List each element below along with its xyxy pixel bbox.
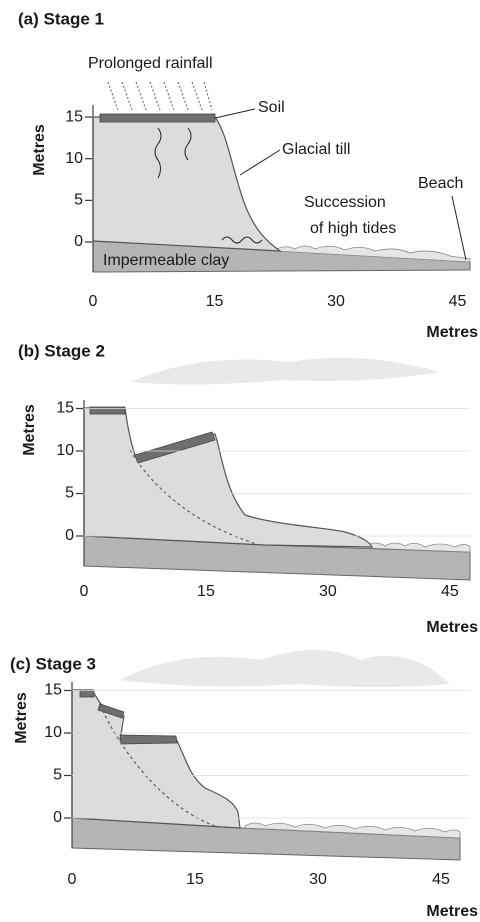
x-tick-label: 30	[327, 293, 345, 310]
soil	[99, 113, 216, 123]
y-tick-label: 15	[44, 682, 62, 699]
label: Impermeable clay	[103, 252, 229, 269]
x-tick-label: 45	[449, 293, 467, 310]
y-axis-label: Metres	[31, 124, 48, 176]
soil-leader	[214, 108, 256, 119]
panel-c-drawing	[71, 650, 461, 861]
y-tick-label: 10	[44, 724, 62, 741]
cloud	[130, 357, 440, 385]
y-tick-label: 0	[65, 527, 74, 544]
label: Glacial till	[282, 141, 350, 158]
rainfall	[107, 81, 213, 111]
label: of high tides	[310, 220, 396, 237]
beach	[244, 822, 461, 839]
x-tick-label: 45	[441, 583, 459, 600]
y-tick-label: 5	[53, 767, 62, 784]
y-tick-label: 5	[74, 192, 83, 209]
cloud	[120, 650, 450, 687]
x-tick-label: 15	[197, 583, 215, 600]
infiltration-arrow	[154, 127, 162, 179]
glacial-till	[71, 689, 241, 829]
x-tick-label: 30	[309, 871, 327, 888]
beach	[274, 245, 471, 263]
x-tick-label: 0	[80, 583, 89, 600]
y-axis-label: Metres	[21, 404, 38, 456]
y-tick-label: 5	[65, 485, 74, 502]
slip-plane	[129, 449, 261, 546]
y-tick-label: 15	[65, 108, 83, 125]
beach-leader	[451, 195, 467, 261]
label: Soil	[258, 99, 285, 116]
panel-title: (c) Stage 3	[10, 654, 96, 673]
infiltration-arrow	[184, 127, 192, 161]
slumped-soil	[97, 703, 125, 719]
x-tick-label: 15	[206, 293, 224, 310]
y-tick-label: 10	[56, 442, 74, 459]
panel-title: (b) Stage 2	[18, 341, 105, 360]
y-tick-label: 15	[56, 400, 74, 417]
x-axis-label: Metres	[426, 903, 478, 920]
y-tick-label: 10	[65, 150, 83, 167]
x-tick-label: 45	[432, 871, 450, 888]
till-leader	[239, 149, 281, 176]
x-tick-label: 0	[89, 293, 98, 310]
label: Succession	[304, 194, 386, 211]
soil	[89, 406, 126, 415]
wave-arrow	[221, 236, 263, 244]
x-axis-label: Metres	[426, 619, 478, 636]
panel-a-drawing: Prolonged rainfall Soil Glacial till Suc…	[88, 55, 471, 273]
glacial-till	[83, 407, 373, 548]
y-tick-label: 0	[74, 233, 83, 250]
x-tick-label: 15	[186, 871, 204, 888]
y-tick-label: 0	[53, 809, 62, 826]
x-axis-label: Metres	[426, 324, 478, 341]
soil	[79, 689, 95, 698]
panel-b-drawing	[83, 357, 471, 581]
beach	[364, 542, 471, 553]
x-tick-label: 0	[68, 871, 77, 888]
label: Prolonged rainfall	[88, 55, 213, 72]
slip-plane	[99, 704, 216, 827]
y-axis-label: Metres	[13, 692, 30, 744]
x-tick-label: 30	[319, 583, 337, 600]
clay-layer	[71, 817, 461, 861]
panel-title: (a) Stage 1	[18, 9, 104, 28]
label: Beach	[418, 175, 463, 192]
glacial-till	[92, 116, 282, 252]
slumped-soil	[119, 734, 178, 745]
